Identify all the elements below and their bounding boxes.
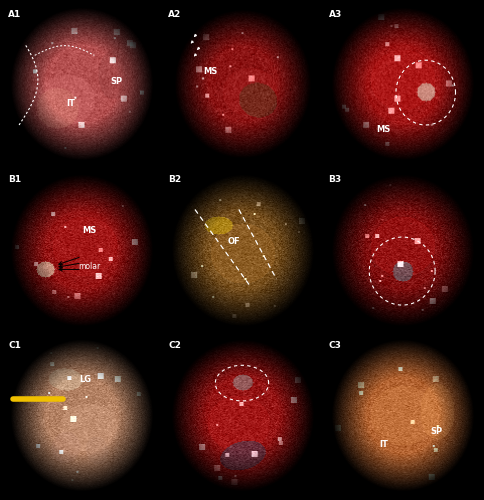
Text: MS: MS bbox=[82, 226, 97, 235]
Text: C2: C2 bbox=[168, 341, 181, 350]
Text: SP: SP bbox=[110, 77, 122, 86]
Text: B1: B1 bbox=[8, 176, 21, 184]
Text: LG: LG bbox=[79, 376, 91, 384]
Text: MS: MS bbox=[376, 126, 391, 134]
Text: IT: IT bbox=[66, 100, 75, 108]
Text: A2: A2 bbox=[168, 10, 182, 19]
Text: OF: OF bbox=[228, 238, 241, 246]
Text: IT: IT bbox=[379, 440, 388, 449]
Text: MS: MS bbox=[203, 67, 218, 76]
Text: A1: A1 bbox=[8, 10, 21, 19]
Text: B3: B3 bbox=[329, 176, 342, 184]
Text: C1: C1 bbox=[8, 341, 21, 350]
Text: B2: B2 bbox=[168, 176, 182, 184]
Text: A3: A3 bbox=[329, 10, 342, 19]
Text: C3: C3 bbox=[329, 341, 341, 350]
Text: molar: molar bbox=[78, 262, 101, 270]
Text: SP: SP bbox=[431, 427, 443, 436]
